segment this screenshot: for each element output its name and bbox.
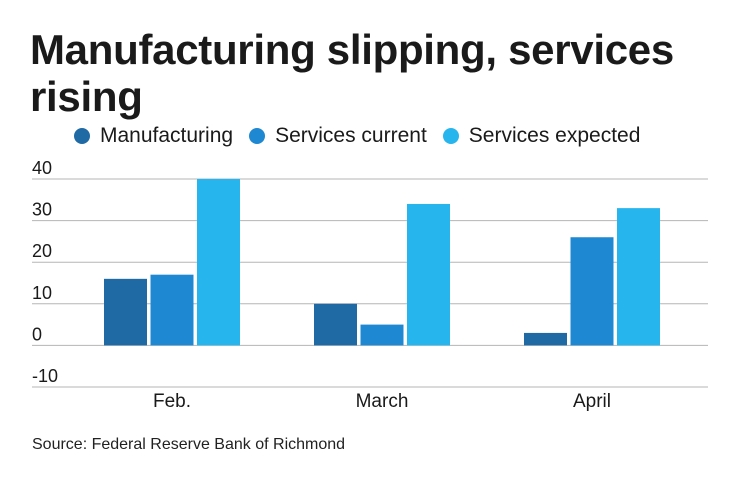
bar-manufacturing-feb — [104, 278, 147, 346]
bar-manufacturing-march — [314, 303, 357, 346]
x-tick-label: April — [573, 391, 611, 412]
y-tick-label: 40 — [32, 158, 52, 178]
bars — [104, 179, 660, 346]
legend-item-services-expected: Services expected — [442, 124, 641, 148]
legend-item-manufacturing: Manufacturing — [74, 124, 233, 148]
legend-label-services-current: Services current — [275, 124, 427, 147]
chart-title: Manufacturing slipping, services rising — [30, 26, 674, 120]
y-tick-label: 0 — [32, 324, 42, 344]
legend-swatch-services-expected — [442, 128, 459, 144]
y-tick-label: 30 — [32, 200, 52, 220]
legend-swatch-services-current — [249, 128, 266, 144]
legend: Manufacturing Services current Services … — [74, 124, 656, 148]
source-note: Source: Federal Reserve Bank of Richmond — [32, 436, 346, 453]
bar-services-expected-feb — [197, 179, 240, 346]
bar-services-expected-march — [407, 203, 450, 346]
bar-manufacturing-april — [524, 332, 567, 346]
x-tick-label: Feb. — [153, 391, 191, 412]
bar-services-expected-april — [617, 208, 660, 346]
bar-services-current-march — [360, 324, 404, 346]
y-tick-label: 10 — [32, 283, 52, 303]
y-tick-label: -10 — [32, 366, 58, 386]
y-axis-ticks: 40 30 20 10 0 -10 — [32, 158, 58, 386]
legend-label-services-expected: Services expected — [468, 124, 641, 147]
x-tick-label: March — [356, 391, 409, 412]
legend-item-services-current: Services current — [249, 124, 427, 148]
x-axis-ticks: Feb. March April — [153, 391, 611, 412]
legend-label-manufacturing: Manufacturing — [100, 124, 234, 147]
legend-swatch-manufacturing — [74, 128, 90, 144]
bar-services-current-feb — [150, 274, 194, 346]
bar-services-current-april — [570, 237, 614, 346]
y-tick-label: 20 — [32, 241, 52, 261]
